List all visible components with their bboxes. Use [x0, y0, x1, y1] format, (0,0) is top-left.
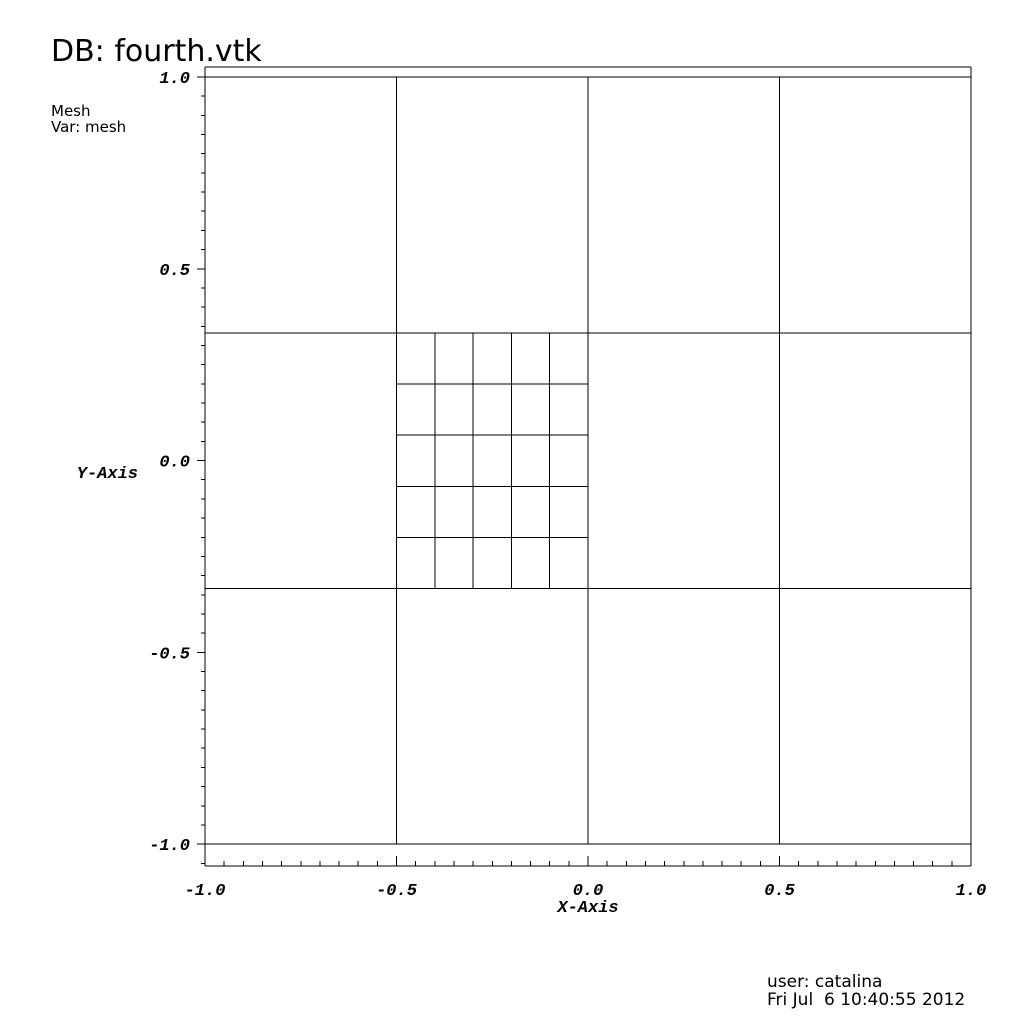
x-tick-label: 0.5 [764, 882, 795, 901]
x-tick-label: -0.5 [376, 882, 417, 901]
y-axis-label: Y-Axis [77, 465, 138, 484]
y-tick-label: 0.0 [159, 454, 190, 473]
plot-name: Mesh [51, 102, 91, 120]
timestamp: Fri Jul 6 10:40:55 2012 [767, 990, 965, 1010]
title: DB: fourth.vtk [51, 34, 262, 69]
y-tick-label: 0.5 [159, 262, 190, 281]
x-tick-label: -1.0 [185, 882, 226, 901]
y-tick-label: 1.0 [159, 70, 190, 89]
x-tick-label: 0.0 [573, 882, 604, 901]
x-axis-label: X-Axis [556, 899, 618, 918]
y-tick-label: -0.5 [149, 645, 190, 664]
x-tick-label: 1.0 [956, 882, 987, 901]
user: user: catalina [767, 972, 882, 992]
variable: Var: mesh [51, 118, 126, 136]
y-tick-label: -1.0 [149, 837, 190, 856]
